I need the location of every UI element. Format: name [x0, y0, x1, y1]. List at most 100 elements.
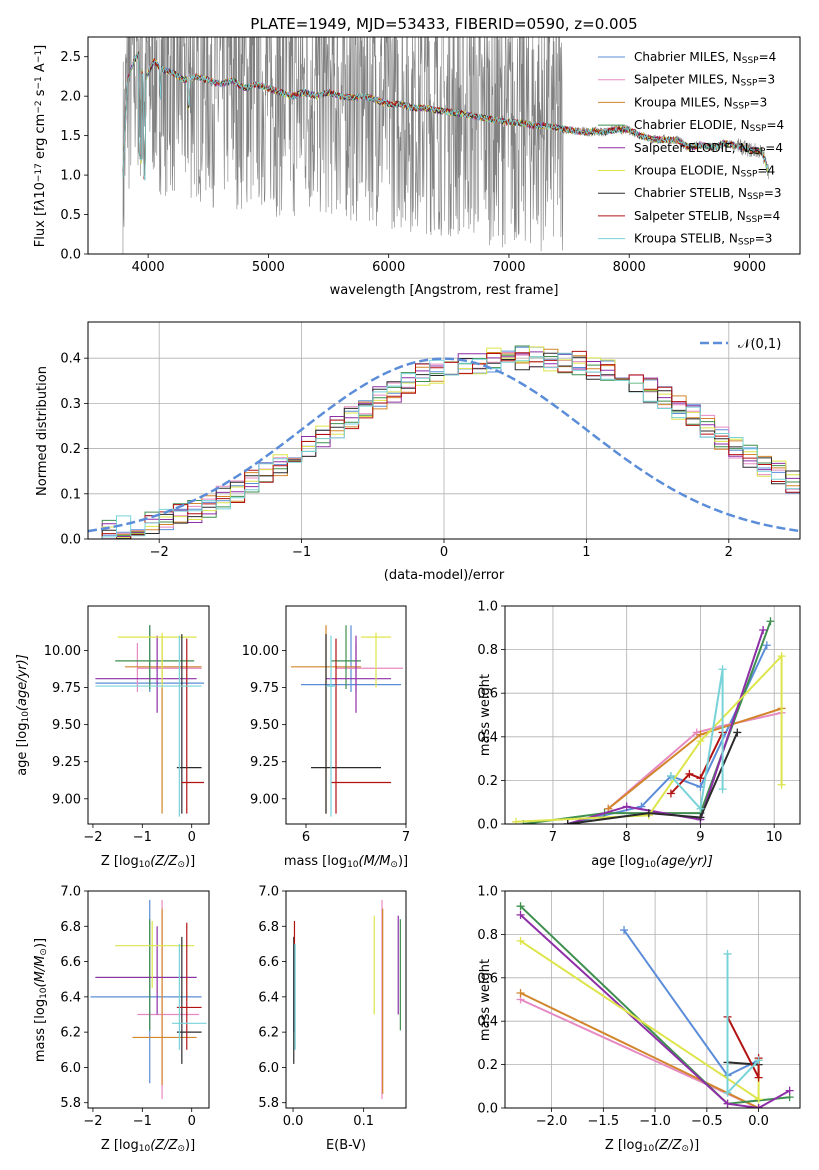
weight-marker: [777, 652, 786, 661]
weight-marker: [516, 988, 525, 997]
weight-line: [727, 1061, 759, 1066]
axes-frame: [87, 890, 210, 1109]
y-axis-label-part: −17: [34, 163, 44, 182]
x-tick-label: 0.0: [283, 1114, 304, 1129]
x-axis-label-part: 10: [139, 1144, 151, 1154]
x-tick-label: −2: [150, 545, 169, 560]
y-tick-label: 0.6: [477, 971, 498, 986]
x-axis-label-part: mass [log: [284, 854, 347, 869]
x-axis-label-part: )]: [689, 1138, 699, 1153]
y-tick-label: 0.0: [477, 818, 498, 833]
axes-residuals: −2 −1 0 1 2 0.0 0.1 0.2 0.3 0.4 𝒩(0,1) (data-model)…: [35, 321, 801, 583]
x-axis-label-part: )]: [398, 854, 408, 869]
x-axis-label: mass [log10(M/M⊙)]: [284, 854, 408, 870]
weight-line: [520, 992, 760, 1108]
legend-entry-part: SSP: [747, 192, 764, 202]
x-tick-label: 0: [188, 1114, 196, 1129]
x-tick-label: −1.0: [639, 1114, 671, 1129]
y-tick-label: 10.00: [242, 644, 279, 659]
y-tick-label: 0.2: [477, 1058, 498, 1073]
x-axis-label: Z [log10(Z/Z⊙)]: [101, 854, 195, 870]
weight-marker: [766, 617, 775, 626]
x-axis-label-part: Z [log: [101, 854, 139, 869]
weight-marker: [696, 774, 705, 783]
y-tick-label: 9.50: [52, 718, 81, 733]
weight-marker: [622, 802, 631, 811]
y-tick-label: 10.00: [44, 644, 81, 659]
x-axis-label-part: 10: [643, 1144, 655, 1154]
y-axis-label-part: (M/M: [33, 956, 48, 988]
x-axis-label-part: (M/M: [359, 854, 391, 869]
weight-line: [567, 732, 739, 824]
y-axis-label-part: 10: [21, 711, 31, 723]
weight-marker: [516, 936, 525, 945]
y-axis-label: mass weight: [478, 674, 493, 756]
legend-entry-part: Kroupa MILES, N: [634, 95, 733, 109]
legend-entry: Chabrier STELIB, NSSP=3: [634, 186, 782, 202]
weight-marker: [723, 1088, 732, 1097]
y-axis-label-part: (age/yr)]: [15, 654, 30, 711]
y-tick-label: 6.8: [60, 920, 81, 935]
x-axis-label: Z [log10(Z/Z⊙)]: [101, 1138, 195, 1154]
axes-frame: [504, 890, 801, 1109]
y-axis-label: age [log10(age/yr)]: [15, 654, 31, 776]
x-tick-label: 7000: [492, 260, 525, 275]
x-axis-label-part: ⊙: [390, 860, 398, 870]
legend-entry-part: SSP: [742, 56, 759, 66]
x-tick-label: −2: [83, 1114, 102, 1129]
legend-entry: Salpeter MILES, NSSP=3: [634, 73, 775, 89]
axes-spectrum: 4000 5000 6000 7000 8000 9000 0.0 0.5 1.0 1.5 2.0 2…: [33, 36, 801, 298]
weight-marker: [723, 1099, 732, 1108]
x-tick-label: 0.0: [748, 1114, 769, 1129]
y-tick-label: 6.2: [258, 1026, 279, 1041]
weight-marker: [512, 817, 521, 824]
y-tick-label: 7.0: [60, 885, 81, 900]
legend-entry: Chabrier ELODIE, NSSP=4: [634, 118, 784, 134]
legend-entry-part: Chabrier MILES, N: [634, 50, 742, 64]
y-tick-label: 5.8: [258, 1096, 279, 1111]
x-axis-label: Z [log10(Z/Z⊙)]: [605, 1138, 699, 1154]
x-axis-label-part: (Z/Z: [654, 1138, 682, 1153]
y-tick-label: 0.2: [60, 442, 81, 457]
legend-entry: Salpeter ELODIE, NSSP=4: [634, 141, 783, 157]
legend-entry-part: =4: [763, 209, 781, 223]
weight-marker: [762, 641, 771, 650]
weight-line: [670, 669, 724, 811]
y-tick-label: 0.1: [60, 487, 81, 502]
legend-entry-part: SSP: [741, 170, 758, 180]
y-tick-label: 1.5: [60, 129, 81, 144]
y-tick-label: 0.6: [477, 687, 498, 702]
x-tick-label: 10: [766, 830, 783, 845]
y-tick-label: 2.5: [60, 50, 81, 65]
legend-entry: Kroupa STELIB, NSSP=3: [634, 232, 772, 248]
y-tick-label: 0.3: [60, 397, 81, 412]
y-tick-label: 0.4: [60, 352, 81, 367]
y-axis-label-part: erg cm: [33, 114, 48, 163]
weight-marker: [696, 737, 705, 746]
x-tick-label: −2.0: [536, 1114, 568, 1129]
x-axis-label-part: (Z/Z: [150, 1138, 178, 1153]
weight-marker: [516, 902, 525, 911]
x-axis-label-part: ⊙: [177, 860, 185, 870]
legend-entry-part: =3: [750, 95, 768, 109]
x-axis-label: wavelength [Angstrom, rest frame]: [330, 283, 559, 298]
x-axis-label-part: (age/yr)]: [656, 854, 713, 869]
axes-frame: [285, 605, 407, 825]
y-tick-label: 9.00: [250, 792, 279, 807]
x-tick-label: −1: [133, 830, 152, 845]
y-tick-label: 6.2: [60, 1026, 81, 1041]
y-tick-label: 1.0: [477, 600, 498, 615]
y-axis-label-part: Flux [f: [33, 206, 48, 247]
y-axis-label-part: age [log: [15, 723, 30, 776]
x-axis-label-part: Z [log: [605, 1138, 643, 1153]
legend-entry-part: SSP: [746, 215, 763, 225]
legend-entry-part: =3: [755, 232, 773, 246]
weight-marker: [785, 1086, 794, 1095]
y-tick-label: 6.6: [258, 955, 279, 970]
weight-line: [607, 711, 782, 810]
x-axis-label-part: Z [log: [101, 1138, 139, 1153]
x-tick-label: 5000: [252, 260, 285, 275]
